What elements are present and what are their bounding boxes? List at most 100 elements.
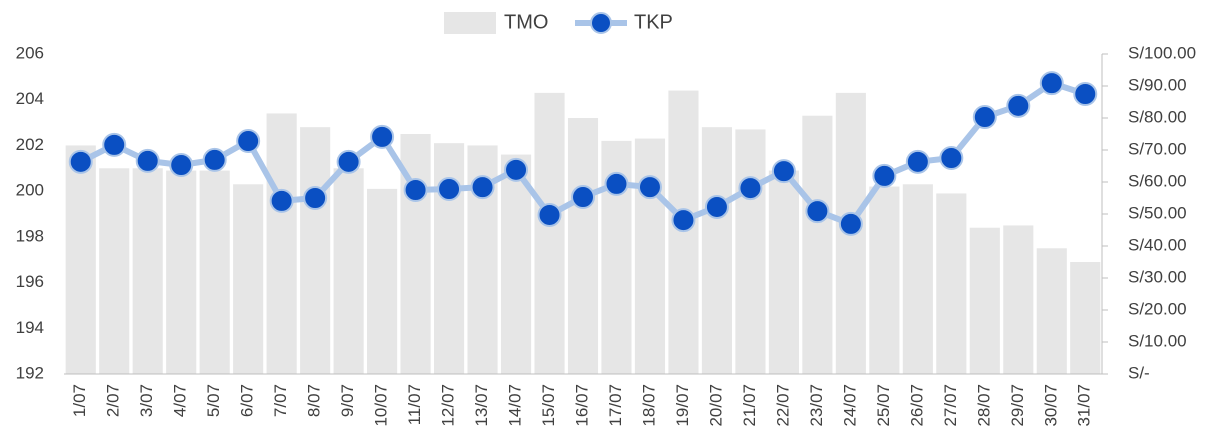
- x-tick-label: 21/07: [740, 384, 759, 427]
- marker: [403, 178, 428, 202]
- x-tick-label: 8/07: [305, 384, 324, 417]
- x-tick: 18/07: [639, 384, 658, 427]
- bar: [367, 188, 398, 374]
- legend-label: TMO: [504, 11, 548, 33]
- x-tick-label: 5/07: [204, 384, 223, 417]
- x-tick-label: 26/07: [907, 384, 926, 427]
- x-tick: 25/07: [874, 384, 893, 427]
- x-tick: 15/07: [539, 384, 558, 427]
- x-tick: 21/07: [740, 384, 759, 427]
- x-tick-label: 7/07: [271, 384, 290, 417]
- marker: [604, 171, 629, 196]
- bar: [99, 168, 130, 374]
- y2-tick-label: S/40.00: [1128, 235, 1187, 254]
- legend-marker: [590, 12, 612, 34]
- bar: [199, 170, 230, 374]
- bar: [266, 113, 297, 374]
- marker: [905, 149, 930, 174]
- y-tick-label: 204: [16, 89, 44, 108]
- x-tick-label: 11/07: [405, 384, 424, 425]
- marker: [537, 202, 562, 227]
- marker: [202, 147, 227, 172]
- marker: [1039, 71, 1064, 96]
- bar: [166, 170, 197, 374]
- x-tick-label: 27/07: [941, 384, 960, 427]
- x-tick: 20/07: [706, 384, 725, 427]
- x-tick-label: 24/07: [840, 384, 859, 427]
- bar: [735, 129, 766, 374]
- bar: [132, 168, 163, 374]
- marker: [872, 163, 897, 188]
- marker: [939, 146, 964, 170]
- x-tick-label: 29/07: [1008, 384, 1027, 427]
- x-tick: 24/07: [840, 384, 859, 427]
- x-tick-label: 2/07: [104, 384, 123, 417]
- x-tick: 11/07: [405, 384, 424, 425]
- x-tick-label: 18/07: [639, 384, 658, 427]
- x-tick-label: 3/07: [137, 384, 156, 417]
- y2-tick-label: S/50.00: [1128, 203, 1187, 222]
- x-tick: 22/07: [773, 384, 792, 427]
- bar: [300, 127, 331, 375]
- x-tick-label: 17/07: [606, 384, 625, 427]
- marker: [738, 176, 763, 201]
- x-tick: 16/07: [572, 384, 591, 427]
- marker: [135, 148, 160, 173]
- bar: [1003, 225, 1034, 374]
- marker: [1006, 93, 1031, 118]
- x-tick-label: 23/07: [807, 384, 826, 427]
- y-tick-label: 194: [16, 318, 44, 337]
- legend-swatch: [444, 12, 496, 34]
- bar: [869, 186, 900, 374]
- x-tick: 4/07: [171, 384, 190, 417]
- x-tick: 26/07: [907, 384, 926, 427]
- x-tick-label: 13/07: [472, 384, 491, 427]
- marker: [671, 208, 696, 233]
- y-tick-label: 200: [16, 181, 44, 200]
- x-tick: 29/07: [1008, 384, 1027, 427]
- marker: [370, 124, 395, 149]
- x-tick: 12/07: [439, 384, 458, 427]
- x-tick-label: 30/07: [1041, 384, 1060, 427]
- y2-tick-label: S/100.00: [1128, 43, 1196, 62]
- x-tick-label: 9/07: [338, 384, 357, 417]
- x-tick: 17/07: [606, 384, 625, 427]
- x-tick-label: 14/07: [506, 384, 525, 427]
- marker: [303, 186, 328, 210]
- y-tick-label: 206: [16, 43, 44, 62]
- x-tick-label: 25/07: [874, 384, 893, 427]
- bar: [768, 170, 799, 374]
- x-tick: 28/07: [974, 384, 993, 427]
- marker: [68, 149, 93, 174]
- x-tick-label: 19/07: [673, 384, 692, 427]
- marker: [169, 153, 194, 178]
- bar: [634, 138, 666, 374]
- x-tick: 13/07: [472, 384, 491, 427]
- y2-tick-label: S/30.00: [1128, 267, 1187, 286]
- bar: [902, 184, 933, 374]
- y-tick-label: 198: [16, 226, 44, 245]
- marker: [336, 149, 361, 174]
- x-tick: 19/07: [673, 384, 692, 427]
- x-tick: 2/07: [104, 384, 123, 417]
- y2-tick-label: S/90.00: [1128, 75, 1187, 94]
- x-tick-label: 1/07: [70, 384, 89, 417]
- y2-tick-label: S/20.00: [1128, 299, 1187, 318]
- y-tick-label: 196: [16, 272, 44, 291]
- y2-tick-label: S/60.00: [1128, 171, 1187, 190]
- x-tick: 3/07: [137, 384, 156, 417]
- bar: [534, 92, 565, 374]
- bar: [802, 115, 833, 374]
- y2-tick-label: S/70.00: [1128, 139, 1187, 158]
- marker: [102, 132, 127, 157]
- marker: [704, 194, 729, 219]
- y2-tick-label: S/-: [1128, 363, 1150, 382]
- x-tick: 31/07: [1075, 384, 1094, 427]
- bar: [668, 90, 699, 375]
- x-tick: 9/07: [338, 384, 357, 417]
- marker: [470, 175, 495, 200]
- marker: [236, 129, 261, 154]
- x-tick: 23/07: [807, 384, 826, 427]
- marker: [771, 159, 796, 184]
